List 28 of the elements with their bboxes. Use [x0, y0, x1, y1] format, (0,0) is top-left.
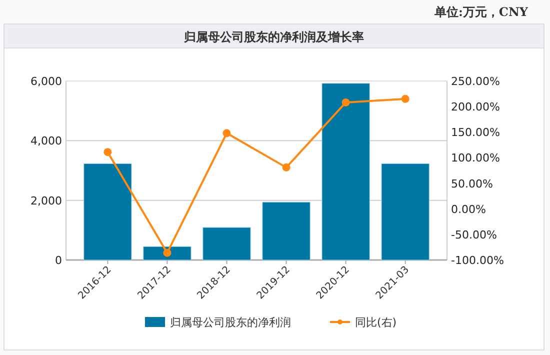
bar	[322, 83, 370, 260]
point	[163, 248, 172, 257]
chart-title: 归属母公司股东的净利润及增长率	[183, 30, 364, 44]
y2-tick-label: -100.00%	[451, 254, 504, 267]
point	[104, 148, 112, 156]
y2-tick-label: 200.00%	[451, 100, 500, 114]
y-tick-label: 4,000	[30, 134, 62, 148]
y2-tick-label: 150.00%	[451, 126, 500, 140]
point	[222, 129, 231, 138]
y2-tick-label: 100.00%	[451, 152, 500, 165]
bar	[381, 163, 430, 260]
y-tick-label: 6,000	[30, 75, 62, 88]
legend-label: 同比(右)	[355, 316, 397, 329]
bar	[84, 163, 132, 260]
legend-label: 归属母公司股东的净利润	[170, 316, 291, 329]
y2-tick-label: 0.00%	[451, 202, 486, 216]
y-tick-label: 0	[55, 254, 62, 267]
point	[401, 94, 410, 103]
bar	[202, 227, 251, 260]
point	[282, 163, 290, 172]
text: 单位:万元，CNY	[433, 5, 528, 19]
y-tick-label: 2,000	[30, 194, 62, 208]
bar	[262, 202, 310, 260]
y2-tick-label: 250.00%	[451, 75, 500, 88]
y2-tick-label: 50.00%	[451, 177, 493, 190]
point	[342, 98, 350, 106]
y2-tick-label: -50.00%	[451, 228, 497, 242]
bar	[143, 246, 192, 260]
